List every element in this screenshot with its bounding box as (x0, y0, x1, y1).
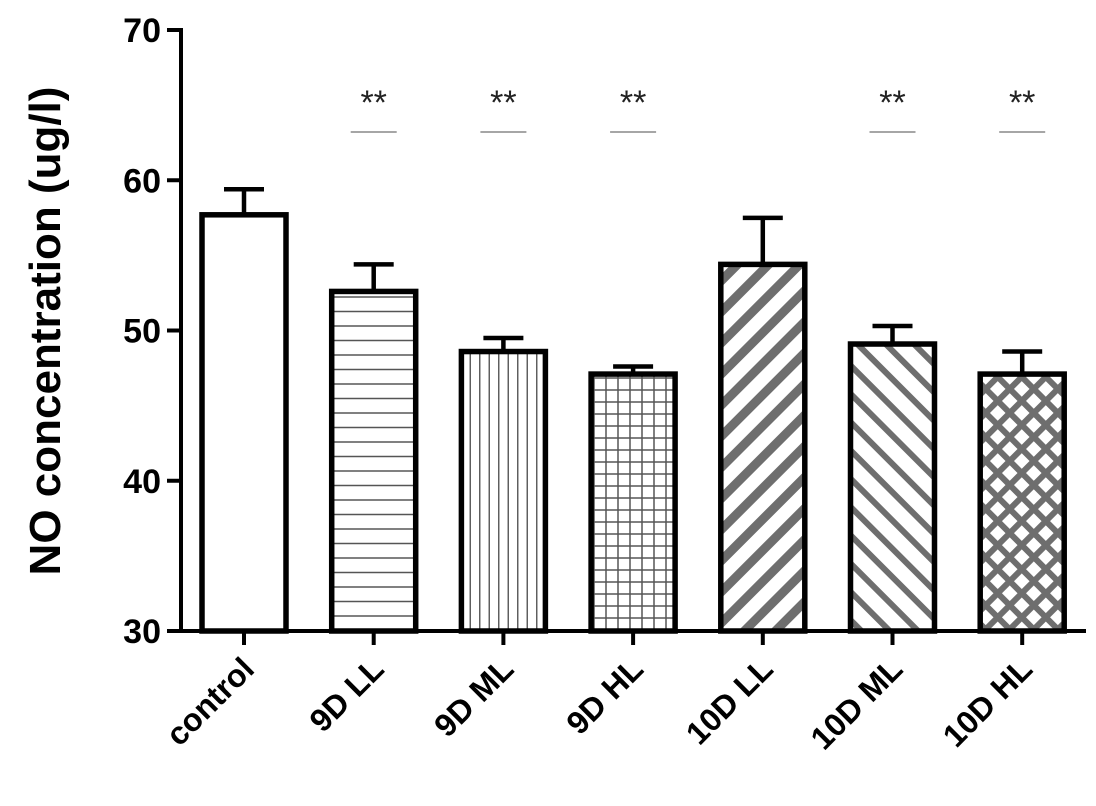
y-tick-label: 30 (123, 613, 161, 651)
x-tick-label: 10D ML (804, 650, 910, 756)
plot-area: ** ** ** ** ** (199, 84, 1067, 634)
bar-control (199, 212, 289, 634)
significance-marker: ** (490, 84, 516, 122)
bar-9d-hl (588, 371, 678, 634)
x-tick-label: 9D LL (302, 650, 390, 738)
x-tick-label: 9D ML (427, 650, 520, 743)
x-tick-label: 9D HL (559, 650, 650, 741)
bar-10d-ml (847, 341, 938, 634)
y-tick-label: 60 (123, 162, 161, 200)
y-tick-label: 40 (123, 463, 161, 501)
bar-9d-ml (458, 348, 549, 634)
x-tick-label: control (159, 650, 261, 752)
y-axis: 30 40 50 60 70 (123, 12, 183, 651)
x-tick-label: 10D HL (936, 650, 1039, 753)
significance-marker: ** (1009, 84, 1035, 122)
bar-10d-hl (977, 371, 1067, 634)
significance-marker: ** (620, 84, 646, 122)
significance-marker: ** (360, 84, 386, 122)
y-axis-label: NO concentration (ug/l) (21, 87, 70, 576)
x-axis: control 9D LL 9D ML 9D HL 10D LL 10D ML 10D HL (159, 629, 1086, 756)
significance-marker: ** (879, 84, 905, 122)
bar-10d-ll (718, 261, 808, 634)
x-tick-label: 10D LL (679, 650, 780, 751)
y-tick-label: 50 (123, 313, 161, 351)
bar-9d-ll (328, 288, 419, 634)
y-tick-label: 70 (123, 12, 161, 50)
